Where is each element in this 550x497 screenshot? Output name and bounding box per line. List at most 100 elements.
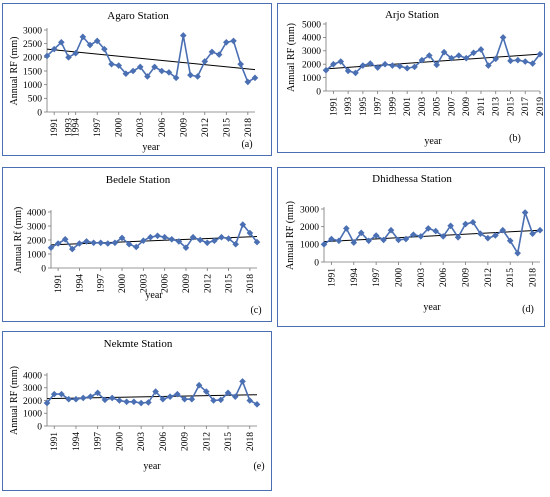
chart-title: Bedele Station bbox=[106, 174, 171, 186]
x-tick-label: 1997 bbox=[372, 268, 382, 287]
x-tick-label: 2012 bbox=[484, 268, 494, 287]
y-tick-label: 1000 bbox=[302, 74, 321, 84]
x-tick-label: 1991 bbox=[54, 274, 64, 293]
chart-title: Agaro Station bbox=[107, 10, 169, 22]
x-tick-label: 1995 bbox=[359, 97, 369, 116]
data-point bbox=[529, 230, 536, 237]
y-tick-label: 2000 bbox=[302, 61, 321, 71]
data-point bbox=[189, 396, 196, 403]
data-point bbox=[138, 400, 145, 407]
y-tick-label: 0 bbox=[37, 422, 42, 432]
data-point bbox=[161, 234, 168, 241]
x-tick-label: 2005 bbox=[433, 97, 443, 116]
data-point bbox=[90, 240, 97, 247]
panel-label: (d) bbox=[522, 304, 534, 315]
data-point bbox=[105, 240, 112, 247]
x-tick-label: 2011 bbox=[477, 97, 487, 116]
nekmte-panel: Nekmte Station 0 1000 2000 3000 4000 1991 1994 1… bbox=[2, 331, 272, 491]
x-tick-label: 2015 bbox=[224, 432, 234, 451]
x-tick-label: 2009 bbox=[182, 274, 192, 293]
bedele-panel: Bedele Station 0 1000 2000 3000 4000 1991 1994 1… bbox=[2, 167, 272, 322]
data-point bbox=[522, 58, 529, 65]
data-point bbox=[485, 235, 492, 242]
data-point bbox=[223, 39, 230, 46]
data-point bbox=[507, 58, 514, 65]
x-tick-label: 1997 bbox=[93, 118, 103, 137]
dhidhessa-chart: Dhidhessa Station 0 1000 2000 3000 1991 1994 19… bbox=[278, 168, 546, 328]
x-tick-label: 2015 bbox=[506, 268, 516, 287]
data-point bbox=[252, 75, 259, 82]
x-tick-label: 1991 bbox=[327, 268, 337, 287]
x-tick-label: 2003 bbox=[418, 97, 428, 116]
data-point bbox=[246, 397, 253, 404]
data-point bbox=[147, 234, 154, 241]
panel-label: (b) bbox=[509, 133, 521, 144]
y-axis-label: Annual RF (mm) bbox=[285, 201, 296, 270]
data-point bbox=[230, 38, 237, 45]
x-tick-label: 2012 bbox=[203, 274, 213, 293]
x-tick-label: 2012 bbox=[201, 118, 211, 137]
data-point bbox=[237, 61, 244, 68]
data-point bbox=[167, 393, 174, 400]
data-point bbox=[514, 250, 521, 257]
data-point bbox=[389, 62, 396, 69]
data-point bbox=[154, 233, 161, 240]
y-tick-label: 2000 bbox=[300, 223, 319, 233]
x-axis-label: year bbox=[145, 290, 163, 301]
x-tick-label: 1997 bbox=[97, 274, 107, 293]
x-tick-label: 2018 bbox=[244, 118, 254, 137]
x-tick-label: 2009 bbox=[462, 268, 472, 287]
x-tick-label: 1994 bbox=[72, 432, 82, 451]
x-tick-label: 1991 bbox=[50, 118, 60, 137]
chart-title: Nekmte Station bbox=[104, 338, 173, 350]
x-tick-label: 1997 bbox=[94, 432, 104, 451]
data-point bbox=[108, 61, 115, 68]
series-line bbox=[324, 213, 540, 254]
data-point bbox=[130, 68, 137, 75]
x-axis-label: year bbox=[142, 142, 160, 153]
y-tick-label: 2000 bbox=[23, 397, 42, 407]
x-tick-label: 2017 bbox=[521, 97, 531, 116]
data-point bbox=[80, 395, 87, 402]
y-tick-label: 1000 bbox=[23, 410, 42, 420]
data-point bbox=[97, 240, 104, 247]
data-point bbox=[216, 51, 223, 58]
series-line bbox=[326, 37, 540, 73]
arjo-panel: Arjo Station 0 1000 2000 3000 4000 5000 1991 199… bbox=[277, 3, 545, 153]
y-axis-label: Annual RF (mm) bbox=[9, 366, 20, 435]
data-point bbox=[197, 237, 204, 244]
chart-title: Arjo Station bbox=[385, 9, 440, 21]
arjo-chart: Arjo Station 0 1000 2000 3000 4000 5000 1991 199… bbox=[278, 4, 546, 154]
data-point bbox=[65, 54, 72, 61]
x-tick-label: 1994 bbox=[75, 274, 85, 293]
panel-label: (a) bbox=[241, 139, 252, 150]
x-tick-label: 2018 bbox=[246, 274, 256, 293]
x-tick-label: 1997 bbox=[374, 97, 384, 116]
x-tick-label: 1991 bbox=[50, 432, 60, 451]
series-line bbox=[51, 225, 257, 250]
x-tick-label: 2019 bbox=[536, 97, 546, 116]
x-axis-label: year bbox=[423, 302, 441, 313]
x-tick-label: 1993 bbox=[344, 97, 354, 116]
x-axis-label: year bbox=[143, 461, 161, 472]
y-tick-label: 3000 bbox=[302, 47, 321, 57]
data-point bbox=[72, 50, 79, 57]
x-tick-label: 2009 bbox=[462, 97, 472, 116]
x-tick-label: 1999 bbox=[388, 97, 398, 116]
data-point bbox=[131, 398, 138, 405]
x-tick-label: 2006 bbox=[158, 118, 168, 137]
x-tick-label: 2018 bbox=[529, 268, 539, 287]
x-tick-label: 1994 bbox=[350, 268, 360, 287]
data-point bbox=[522, 209, 529, 216]
data-point bbox=[232, 393, 239, 400]
x-tick-label: 2015 bbox=[506, 97, 516, 116]
data-point bbox=[245, 79, 252, 86]
data-point bbox=[254, 401, 261, 408]
data-point bbox=[187, 72, 194, 79]
nekmte-chart: Nekmte Station 0 1000 2000 3000 4000 1991 1994 1… bbox=[3, 332, 273, 492]
y-axis-label: Annual RF (mm) bbox=[9, 37, 20, 106]
x-tick-label: 2003 bbox=[137, 432, 147, 451]
x-tick-label: 2009 bbox=[181, 432, 191, 451]
y-tick-label: 3000 bbox=[27, 222, 46, 232]
y-tick-label: 2000 bbox=[27, 236, 46, 246]
